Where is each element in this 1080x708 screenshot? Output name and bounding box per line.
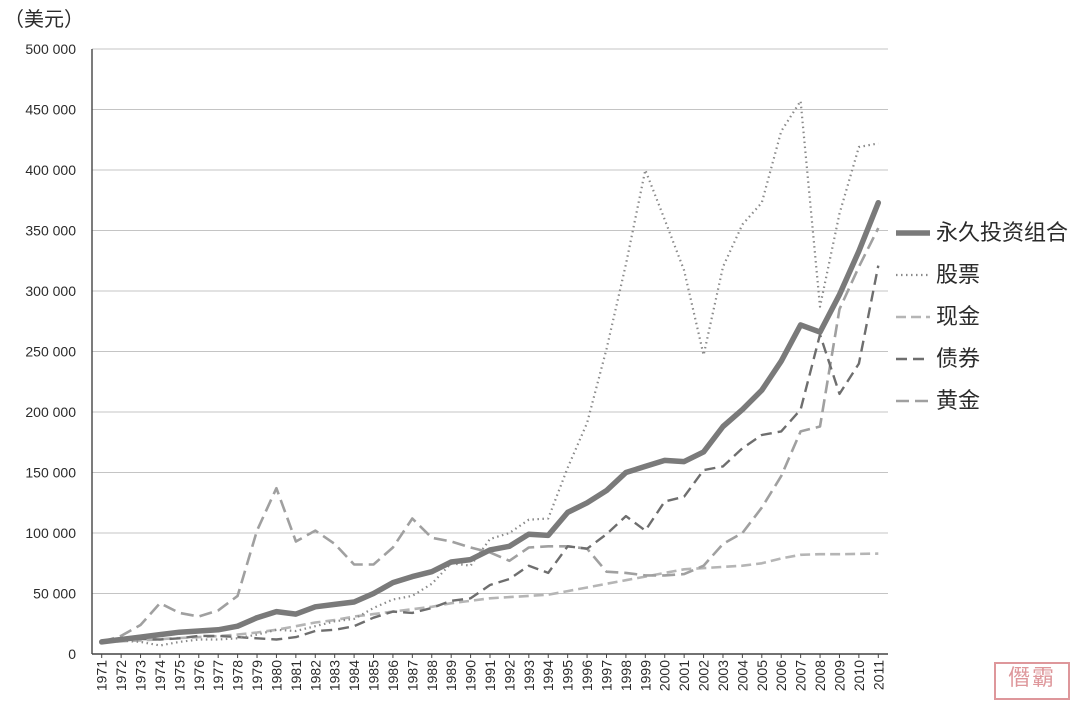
x-tick-label: 1984 [346,660,362,691]
x-tick-label: 2000 [657,660,673,691]
y-tick-label: 500 000 [25,41,76,57]
legend-label: 现金 [936,305,980,330]
x-tick-label: 2007 [793,660,809,691]
x-tick-label: 1988 [424,660,440,691]
x-tick-label: 1975 [171,660,187,691]
x-tick-label: 1976 [191,660,207,691]
y-tick-label: 400 000 [25,162,76,178]
series-line [101,265,880,644]
y-tick-label: 200 000 [25,404,76,420]
x-tick-label: 1981 [288,660,304,691]
x-tick-label: 1985 [366,660,382,691]
x-tick-label: 1971 [94,660,110,691]
x-tick-label: 2002 [696,660,712,691]
x-tick-label: 1983 [327,660,343,691]
legend-label: 股票 [936,263,980,288]
watermark-seal: 僭霸 [994,662,1070,700]
x-tick-label: 1999 [637,660,653,691]
x-tick-label: 2011 [870,660,886,690]
x-tick-label: 2009 [831,660,847,691]
x-tick-label: 1977 [210,660,226,691]
y-tick-label: 450 000 [25,102,76,118]
x-tick-label: 1979 [249,660,265,691]
y-axis-ticks: 0 50 000 100 000 150 000 200 000 250 000 300 0… [25,41,76,662]
y-tick-label: 300 000 [25,283,76,299]
x-tick-label: 1989 [443,660,459,691]
x-axis-ticks: 1971 1972 1973 1974 1975 1976 1977 1978 1979 1980… [94,654,886,691]
legend-label: 永久投资组合 [936,221,1068,246]
series-line [98,199,882,645]
x-tick-label: 1980 [268,660,284,691]
x-tick-label: 1987 [404,660,420,691]
y-unit-label: （美元） [4,7,84,31]
x-tick-label: 1986 [385,660,401,691]
series-line [101,99,879,647]
y-tick-label: 350 000 [25,223,76,239]
x-tick-label: 1982 [307,660,323,691]
x-tick-label: 2004 [734,660,750,691]
x-tick-label: 1972 [113,660,129,691]
series-line [101,552,879,644]
x-tick-label: 1996 [579,660,595,691]
x-tick-label: 1993 [521,660,537,691]
y-tick-label: 250 000 [25,344,76,360]
series-lines [98,99,882,647]
x-tick-label: 2006 [773,660,789,691]
x-tick-label: 2008 [812,660,828,691]
x-tick-label: 1990 [463,660,479,691]
legend-label: 债券 [936,347,980,372]
x-tick-label: 1994 [540,660,556,691]
x-tick-label: 2005 [754,660,770,691]
x-tick-label: 2003 [715,660,731,691]
x-tick-label: 1974 [152,660,168,691]
x-tick-label: 2010 [851,660,867,691]
x-tick-label: 1973 [133,660,149,691]
gridlines [91,48,888,655]
x-tick-label: 1991 [482,660,498,691]
y-tick-label: 0 [68,646,76,662]
y-tick-label: 150 000 [25,465,76,481]
x-tick-label: 2001 [676,660,692,691]
x-tick-label: 1997 [598,660,614,691]
x-tick-label: 1992 [501,660,517,691]
x-tick-label: 1995 [560,660,576,691]
x-tick-label: 1978 [230,660,246,691]
legend-label: 黄金 [936,389,980,414]
y-tick-label: 50 000 [33,586,76,602]
y-tick-label: 100 000 [25,525,76,541]
x-tick-label: 1998 [618,660,634,691]
